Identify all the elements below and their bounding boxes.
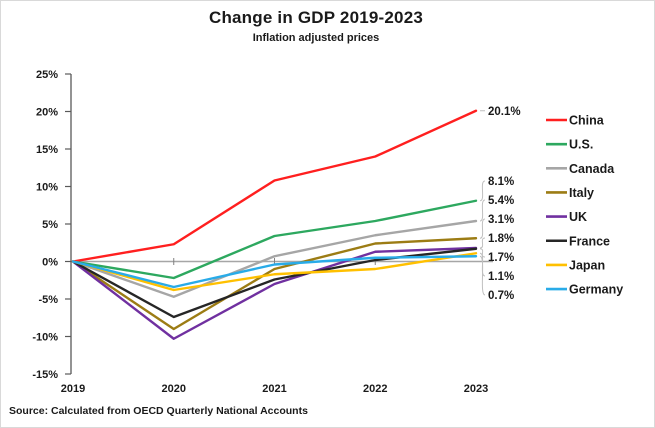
end-label-italy: 3.1% [488,214,514,226]
y-axis-label--15: -15% [32,369,58,381]
leader-line-uk [479,237,486,249]
series-line-us [71,199,478,280]
legend-label-us: U.S. [569,138,593,152]
y-axis-label-25: 25% [36,69,58,81]
leader-line-germany [479,255,486,296]
end-label-japan: 1.1% [488,271,514,283]
y-axis-label-0: 0% [42,257,58,269]
x-axis-label-2023: 2023 [464,383,488,395]
legend-label-uk: UK [569,210,587,224]
leader-line-italy [479,218,486,239]
x-axis-label-2021: 2021 [262,383,286,395]
end-label-us: 8.1% [488,176,514,188]
chart-subtitle: Inflation adjusted prices [252,32,380,44]
end-label-canada: 5.4% [488,195,514,207]
legend-item-canada: Canada [546,162,615,176]
legend-label-germany: Germany [569,283,623,297]
y-axis-label--10: -10% [32,332,58,344]
series-line-germany [71,255,478,289]
legend-label-japan: Japan [569,258,605,272]
legend-label-canada: Canada [569,162,615,176]
legend-label-france: France [569,234,610,248]
y-axis-label-5: 5% [42,219,58,231]
x-axis-label-2022: 2022 [363,383,387,395]
x-axis-label-2019: 2019 [61,383,85,395]
y-axis-label--5: -5% [38,294,58,306]
series-line-japan [71,252,478,292]
legend-item-uk: UK [546,210,587,224]
legend-item-germany: Germany [546,283,623,297]
source-note: Source: Calculated from OECD Quarterly N… [9,405,308,417]
legend-item-us: U.S. [546,138,593,152]
series-line-uk [71,246,478,340]
y-axis-label-10: 10% [36,182,58,194]
legend-item-japan: Japan [546,258,605,272]
end-label-china: 20.1% [488,106,521,118]
series-line-italy [71,237,478,331]
leader-line-france [479,248,486,258]
x-axis-label-2020: 2020 [162,383,186,395]
legend-label-china: China [569,114,605,128]
series-line-canada [71,219,478,298]
end-label-uk: 1.8% [488,233,514,245]
series-line-china [71,109,478,263]
leader-line-canada [479,199,486,222]
y-axis-label-20: 20% [36,107,58,119]
legend-item-france: France [546,234,610,248]
y-axis-label-15: 15% [36,144,58,156]
end-label-france: 1.7% [488,252,514,264]
legend-item-italy: Italy [546,186,594,200]
leader-line-us [479,180,486,202]
chart-title: Change in GDP 2019-2023 [208,8,424,27]
end-label-germany: 0.7% [488,290,514,302]
legend-item-china: China [546,114,605,128]
legend-label-italy: Italy [569,186,594,200]
